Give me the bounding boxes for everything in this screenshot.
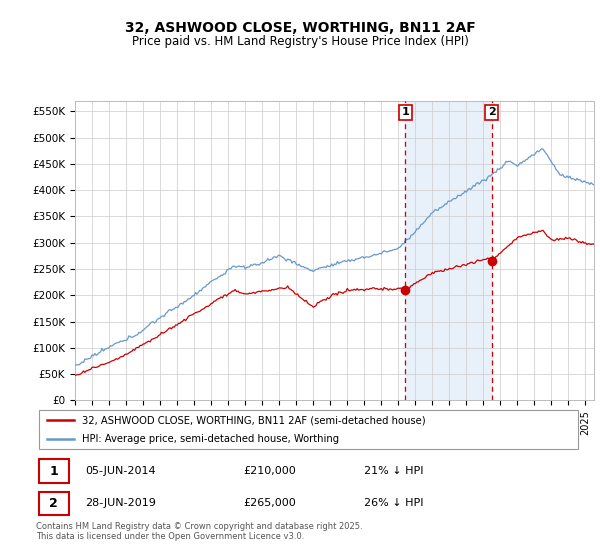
FancyBboxPatch shape — [39, 459, 69, 483]
Text: 2: 2 — [488, 108, 496, 118]
FancyBboxPatch shape — [39, 410, 578, 449]
Text: £265,000: £265,000 — [244, 498, 296, 508]
Text: 1: 1 — [49, 465, 58, 478]
Text: 26% ↓ HPI: 26% ↓ HPI — [364, 498, 423, 508]
Text: 32, ASHWOOD CLOSE, WORTHING, BN11 2AF: 32, ASHWOOD CLOSE, WORTHING, BN11 2AF — [125, 21, 475, 35]
Text: 32, ASHWOOD CLOSE, WORTHING, BN11 2AF (semi-detached house): 32, ASHWOOD CLOSE, WORTHING, BN11 2AF (s… — [82, 415, 426, 425]
Text: 05-JUN-2014: 05-JUN-2014 — [85, 466, 156, 476]
Text: 1: 1 — [401, 108, 409, 118]
Text: 2: 2 — [49, 497, 58, 510]
Text: 28-JUN-2019: 28-JUN-2019 — [85, 498, 156, 508]
Bar — [406, 101, 492, 400]
Text: HPI: Average price, semi-detached house, Worthing: HPI: Average price, semi-detached house,… — [82, 435, 340, 445]
Text: 21% ↓ HPI: 21% ↓ HPI — [364, 466, 423, 476]
Text: Price paid vs. HM Land Registry's House Price Index (HPI): Price paid vs. HM Land Registry's House … — [131, 35, 469, 48]
Text: Contains HM Land Registry data © Crown copyright and database right 2025.
This d: Contains HM Land Registry data © Crown c… — [36, 522, 362, 542]
Text: £210,000: £210,000 — [244, 466, 296, 476]
FancyBboxPatch shape — [39, 492, 69, 515]
